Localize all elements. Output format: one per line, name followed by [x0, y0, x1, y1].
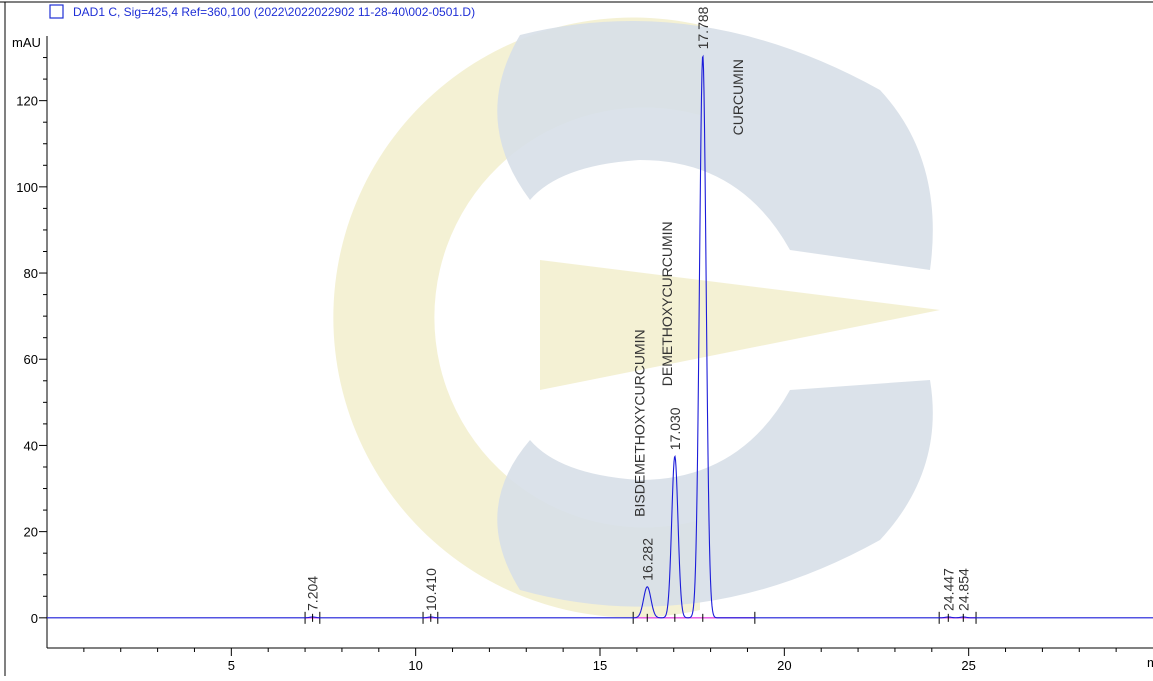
peak-rt-label: 24.854 — [955, 568, 971, 611]
peak-rt-label: 24.447 — [940, 568, 956, 611]
chromatogram-trace — [47, 54, 1153, 619]
x-tick-label: 20 — [777, 658, 791, 673]
peak-labels-group: 7.204 10.410 16.282 BISDEMETHOXYCURCUMIN 17.… — [305, 6, 972, 611]
legend: DAD1 C, Sig=425,4 Ref=360,100 (2022\2022… — [49, 4, 475, 19]
watermark-logo — [333, 17, 940, 618]
ticks-group: 5 10 15 20 25 0 20 40 60 80 100 120 — [16, 57, 1117, 673]
x-unit-label: min — [1147, 655, 1153, 670]
y-tick-label: 20 — [24, 525, 38, 540]
watermark-yellow-wedge — [540, 260, 940, 390]
y-tick-label: 0 — [31, 611, 38, 626]
legend-swatch — [49, 4, 64, 19]
y-tick-label: 40 — [24, 438, 38, 453]
peak-name-label: BISDEMETHOXYCURCUMIN — [631, 329, 647, 516]
peak-name-label: DEMETHOXYCURCUMIN — [659, 221, 675, 386]
watermark-gray-arc-bottom — [497, 380, 933, 607]
legend-text: DAD1 C, Sig=425,4 Ref=360,100 (2022\2022… — [73, 5, 475, 19]
x-tick-label: 10 — [408, 658, 422, 673]
peak-rt-label: 17.030 — [667, 407, 683, 450]
peak-name-label: CURCUMIN — [730, 59, 746, 135]
x-tick-label: 15 — [593, 658, 607, 673]
y-unit-label: mAU — [12, 35, 41, 50]
y-tick-label: 100 — [16, 180, 38, 195]
watermark-yellow-arc — [333, 17, 700, 618]
peak-rt-label: 10.410 — [423, 568, 439, 611]
peak-rt-label: 16.282 — [639, 538, 655, 581]
peak-markers-group — [312, 613, 964, 622]
x-tick-label: 5 — [228, 658, 235, 673]
watermark-gray-arc-top — [497, 21, 933, 270]
x-tick-label: 25 — [961, 658, 975, 673]
peak-rt-label: 7.204 — [305, 576, 321, 611]
y-tick-label: 80 — [24, 266, 38, 281]
peak-rt-label: 17.788 — [695, 6, 711, 49]
y-tick-label: 120 — [16, 94, 38, 109]
y-tick-label: 60 — [24, 352, 38, 367]
